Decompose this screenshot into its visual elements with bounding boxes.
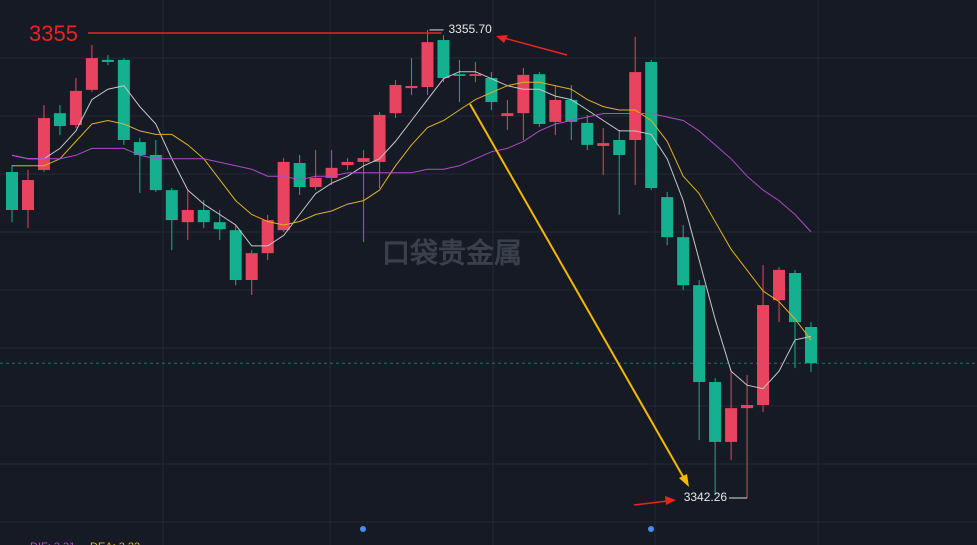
marks: [6, 29, 817, 498]
candle-body: [453, 74, 466, 76]
candle-body: [789, 273, 802, 323]
candle-body: [469, 74, 482, 76]
candle-body: [133, 142, 146, 155]
candle-body: [149, 154, 162, 191]
annotations: 3355 3355.70 3342.26 DIF: 3.31 DEA: 3.22: [0, 21, 977, 545]
moving-average-line: [11, 71, 812, 390]
candle-body: [6, 172, 18, 210]
candle-body: [69, 90, 82, 126]
candle-body: [197, 209, 210, 223]
candle-body: [165, 190, 178, 221]
marker-dot: [648, 526, 654, 532]
arrow: [499, 36, 568, 56]
candle-body: [53, 113, 66, 127]
candle-body: [213, 222, 226, 230]
candle-body: [581, 122, 594, 145]
candle-body: [629, 72, 642, 140]
candle-body: [245, 253, 258, 280]
arrow-head: [496, 35, 508, 43]
candle-body: [597, 143, 610, 146]
arrow-head: [665, 496, 676, 505]
candle-body: [757, 305, 770, 406]
candle-body: [725, 408, 738, 442]
trend-arrow: [469, 103, 686, 481]
candle-body: [693, 285, 706, 383]
candle-body: [661, 197, 674, 238]
low-label: 3342.26: [684, 490, 728, 504]
candle-body: [229, 230, 242, 280]
candle-body: [341, 161, 354, 166]
indicator-label: DIF: 3.31: [30, 541, 75, 545]
candle-body: [389, 84, 402, 114]
arrow-head: [679, 474, 689, 487]
marker-dot: [360, 526, 366, 532]
candle-body: [613, 139, 626, 155]
candle-body: [325, 167, 338, 178]
candle-body: [37, 118, 50, 170]
candle-body: [261, 220, 274, 254]
moving-average-line: [12, 81, 812, 341]
candle-body: [709, 382, 722, 442]
candle-body: [421, 42, 434, 88]
candle-body: [533, 74, 546, 124]
candle-body: [309, 177, 322, 188]
candle-body: [277, 161, 290, 231]
candle-body: [501, 113, 514, 116]
candle-body: [293, 162, 306, 188]
candle-body: [485, 78, 498, 103]
candle-body: [773, 269, 786, 301]
candle-body: [805, 327, 817, 364]
candle-body: [741, 405, 754, 409]
moving-average-line: [11, 113, 812, 233]
candle-body: [373, 114, 386, 162]
candle-body: [677, 237, 690, 286]
candle-body: [357, 158, 370, 162]
indicator-label: DEA: 3.22: [90, 541, 140, 545]
candle-body: [101, 59, 114, 62]
candle-body: [549, 99, 562, 122]
level-label: 3355: [29, 21, 78, 46]
watermark: 口袋贵金属: [382, 236, 522, 268]
candle-body: [85, 58, 98, 90]
candle-body: [565, 99, 578, 122]
candle-body: [117, 59, 130, 140]
candle-body: [405, 86, 418, 89]
candle-body: [645, 61, 658, 189]
candle-body: [517, 74, 530, 114]
arrow: [633, 500, 669, 506]
candle-body: [181, 209, 194, 223]
candle-body: [437, 40, 450, 79]
candle-body: [21, 180, 34, 210]
high-label: 3355.70: [448, 22, 492, 36]
